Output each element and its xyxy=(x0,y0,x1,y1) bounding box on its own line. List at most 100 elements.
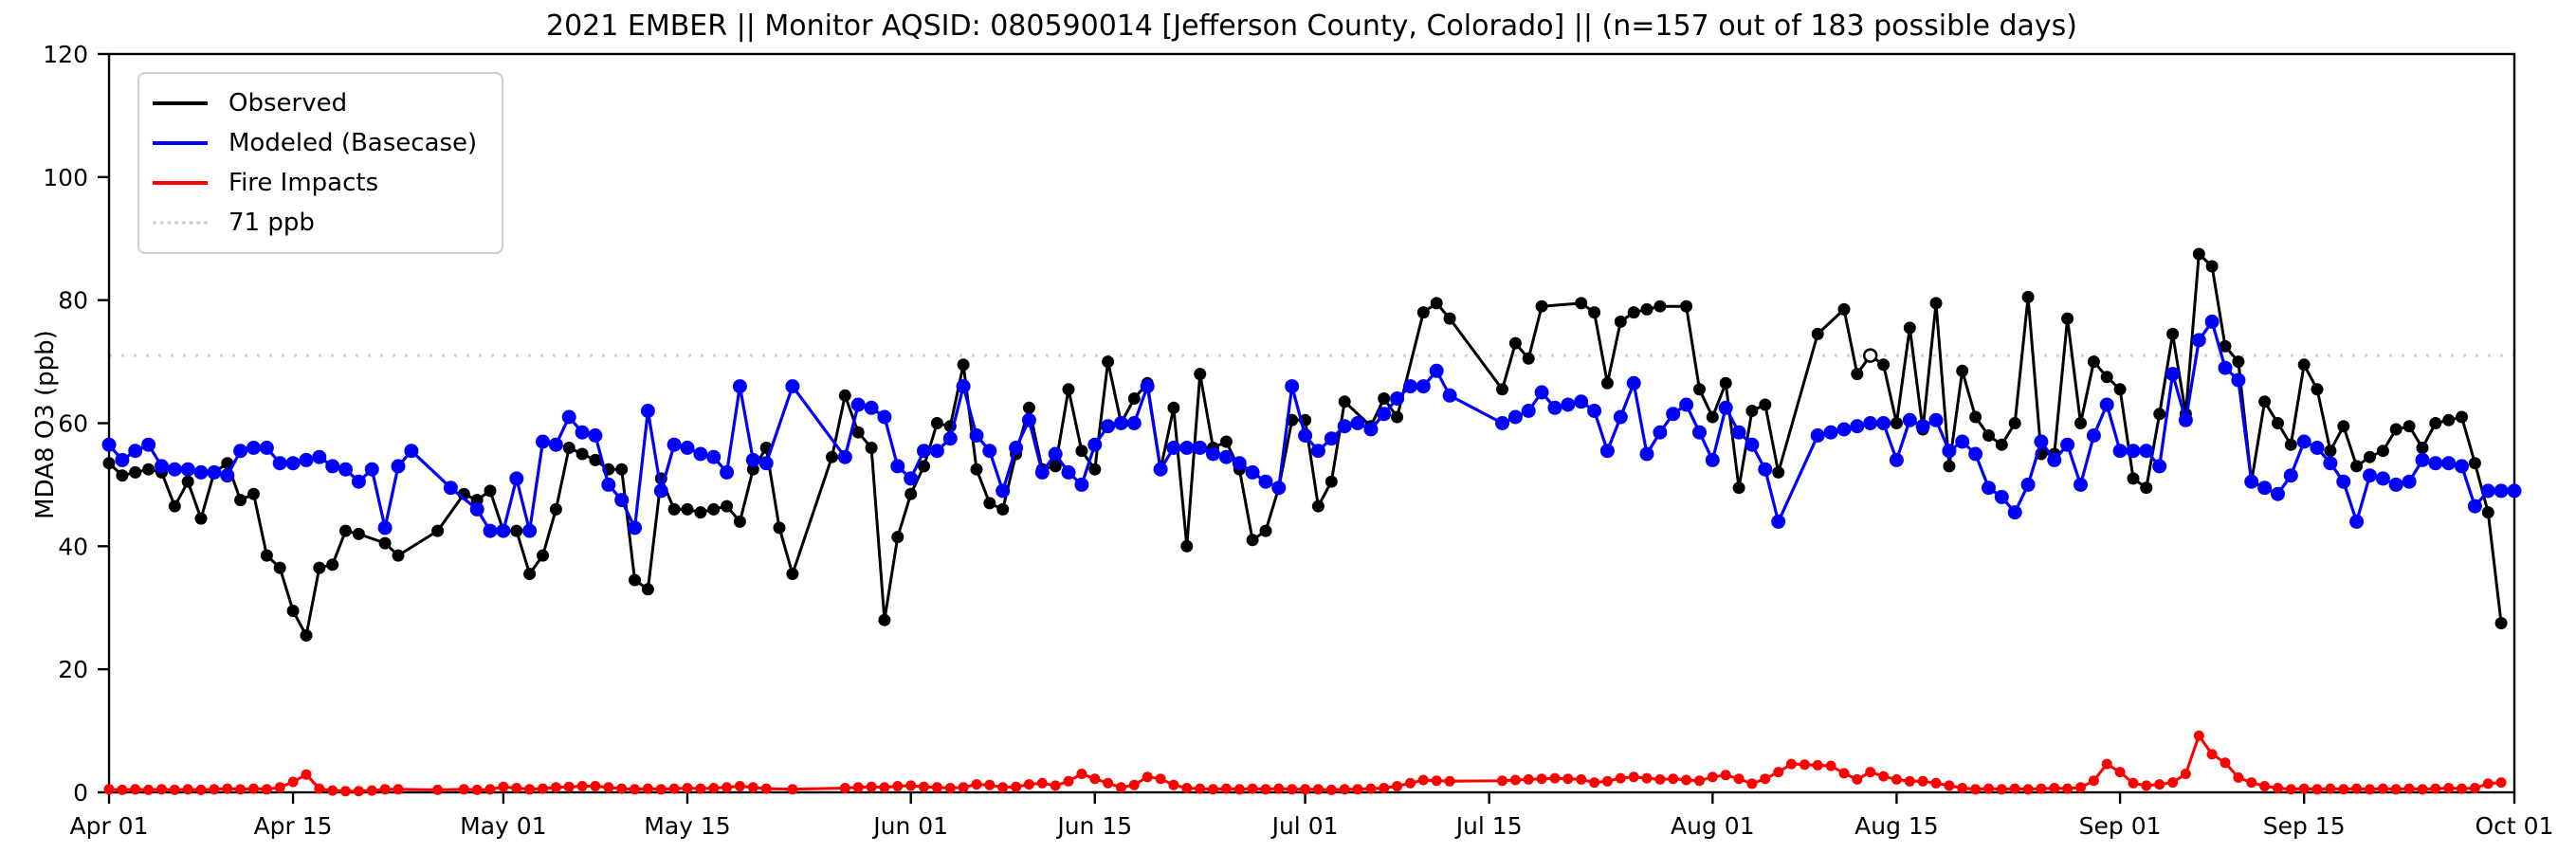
data-point xyxy=(1681,774,1692,786)
data-point xyxy=(1365,783,1377,794)
data-point xyxy=(338,462,353,477)
y-tick-label: 100 xyxy=(43,164,88,191)
data-point xyxy=(273,561,286,574)
data-point xyxy=(2259,781,2271,791)
data-point xyxy=(1247,783,1258,794)
data-point xyxy=(956,379,971,394)
data-point xyxy=(180,462,195,477)
data-point xyxy=(1168,779,1179,790)
data-point xyxy=(2283,468,2298,483)
legend-item-fire: Fire Impacts xyxy=(139,163,502,203)
data-point xyxy=(524,784,536,795)
data-point xyxy=(708,783,720,793)
data-point xyxy=(850,397,866,412)
data-point xyxy=(2180,769,2191,779)
data-point xyxy=(891,531,904,544)
data-point xyxy=(866,781,877,792)
data-point xyxy=(1956,364,1969,377)
data-point xyxy=(195,784,207,795)
data-point xyxy=(1219,435,1233,448)
data-point xyxy=(1758,462,1773,477)
data-point xyxy=(1260,784,1271,795)
data-point xyxy=(1220,783,1232,794)
data-point xyxy=(2099,397,2114,412)
data-point xyxy=(1416,306,1430,319)
data-point xyxy=(2191,333,2206,348)
data-point xyxy=(1535,299,1548,313)
data-point xyxy=(1600,376,1614,390)
data-point xyxy=(193,464,209,480)
data-point xyxy=(2284,438,2297,451)
data-point xyxy=(537,549,549,562)
data-point xyxy=(667,502,681,516)
data-point xyxy=(2323,456,2338,471)
data-point xyxy=(1562,773,1574,785)
data-point xyxy=(2088,775,2099,787)
data-point xyxy=(314,783,325,794)
data-point xyxy=(890,459,905,474)
legend-label: Modeled (Basecase) xyxy=(228,129,478,157)
data-point xyxy=(1101,419,1116,434)
data-point xyxy=(391,459,406,474)
data-point xyxy=(1495,416,1509,430)
data-point xyxy=(563,781,575,792)
data-point xyxy=(1392,781,1403,791)
data-point xyxy=(865,442,878,454)
data-point xyxy=(575,425,590,440)
data-point xyxy=(2086,428,2101,443)
data-point xyxy=(1338,395,1351,408)
x-tick-label: May 01 xyxy=(460,812,546,840)
data-point xyxy=(2442,413,2456,426)
data-point xyxy=(234,494,247,507)
data-point xyxy=(1745,405,1759,417)
data-point xyxy=(326,558,339,572)
data-point xyxy=(1706,410,1719,424)
data-point xyxy=(1379,783,1390,793)
x-tick-label: Apr 01 xyxy=(69,812,148,840)
data-point xyxy=(260,549,273,562)
data-point xyxy=(103,784,115,795)
data-point xyxy=(299,452,314,467)
data-point xyxy=(1022,401,1035,414)
data-point xyxy=(1733,773,1745,785)
observed-line-swatch xyxy=(153,101,208,105)
data-point xyxy=(1246,534,1259,547)
data-point xyxy=(2390,784,2402,795)
data-point xyxy=(1325,475,1338,488)
data-point xyxy=(2429,417,2442,429)
data-point xyxy=(2430,783,2441,794)
data-point xyxy=(1599,444,1615,459)
data-point xyxy=(1195,783,1206,794)
data-point xyxy=(2233,771,2244,783)
data-point xyxy=(2036,783,2047,794)
data-point xyxy=(2166,327,2180,340)
data-point xyxy=(1089,773,1101,785)
data-point xyxy=(2192,247,2205,261)
data-point xyxy=(614,493,630,508)
data-point xyxy=(2494,483,2509,499)
data-point xyxy=(1142,771,1153,783)
data-point xyxy=(2389,423,2402,436)
data-point xyxy=(1719,376,1732,390)
data-point xyxy=(1641,772,1653,784)
data-point xyxy=(1312,784,1324,795)
data-point xyxy=(522,523,538,538)
data-point xyxy=(116,469,129,482)
data-point xyxy=(2126,444,2141,459)
data-point xyxy=(1902,412,1917,427)
data-point xyxy=(2324,445,2337,458)
data-point xyxy=(1074,477,1089,492)
data-point xyxy=(1036,777,1048,789)
data-point xyxy=(1654,773,1666,785)
data-point xyxy=(2296,434,2311,449)
data-point xyxy=(2034,434,2049,449)
data-point xyxy=(2311,383,2324,396)
data-point xyxy=(1442,388,1457,403)
data-point xyxy=(2074,477,2088,492)
data-point xyxy=(313,561,326,574)
data-point xyxy=(615,463,629,476)
fire-line-swatch xyxy=(153,181,208,185)
data-point xyxy=(1245,464,1260,480)
data-point xyxy=(2020,477,2036,492)
data-point xyxy=(773,521,786,535)
